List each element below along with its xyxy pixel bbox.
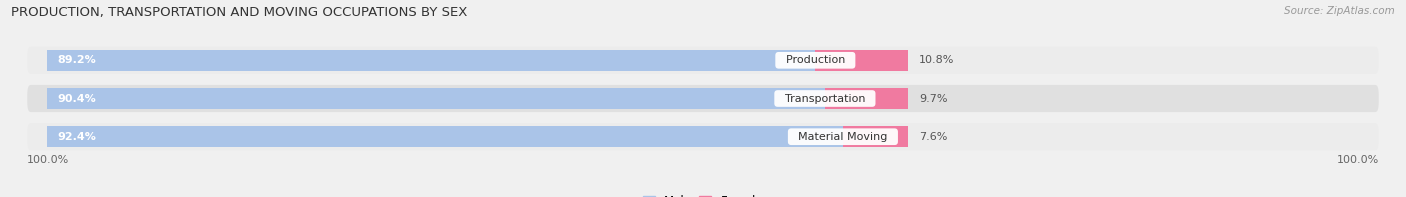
Text: 9.7%: 9.7% (920, 94, 948, 103)
Bar (844, 126, 908, 147)
Text: 10.8%: 10.8% (920, 55, 955, 65)
Text: Production: Production (779, 55, 852, 65)
Text: 90.4%: 90.4% (58, 94, 97, 103)
Bar (825, 88, 908, 109)
FancyBboxPatch shape (27, 123, 1379, 150)
Text: 100.0%: 100.0% (1337, 155, 1379, 165)
Bar (48, 126, 844, 147)
Bar (48, 50, 815, 71)
Text: Material Moving: Material Moving (792, 132, 894, 142)
Text: 89.2%: 89.2% (58, 55, 97, 65)
Text: PRODUCTION, TRANSPORTATION AND MOVING OCCUPATIONS BY SEX: PRODUCTION, TRANSPORTATION AND MOVING OC… (11, 6, 468, 19)
Text: 7.6%: 7.6% (920, 132, 948, 142)
Bar (48, 88, 825, 109)
FancyBboxPatch shape (27, 47, 1379, 74)
Text: 92.4%: 92.4% (58, 132, 97, 142)
Text: Transportation: Transportation (778, 94, 872, 103)
Legend: Male, Female: Male, Female (638, 190, 768, 197)
Text: Source: ZipAtlas.com: Source: ZipAtlas.com (1284, 6, 1395, 16)
Text: 100.0%: 100.0% (27, 155, 69, 165)
FancyBboxPatch shape (27, 85, 1379, 112)
Bar (815, 50, 908, 71)
